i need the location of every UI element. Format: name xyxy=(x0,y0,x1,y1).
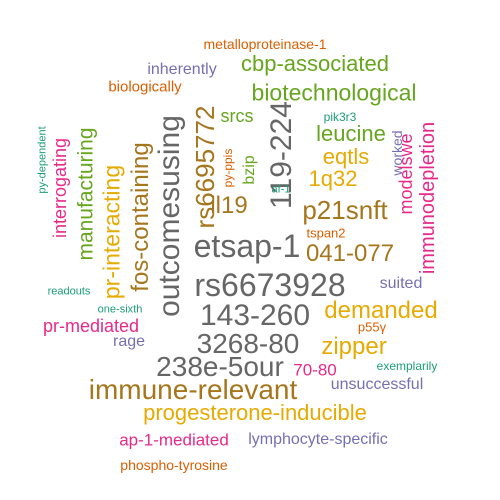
word-pik3r3: pik3r3 xyxy=(323,110,357,124)
word-modelswe: modelswe xyxy=(396,133,416,215)
word-041-077: 041-077 xyxy=(305,240,395,267)
word-progesterone-inducible: progesterone-inducible xyxy=(143,400,367,425)
word-py-ppis: py-ppis xyxy=(221,148,235,188)
word-ap-1-mediated: ap-1-mediated xyxy=(119,430,229,450)
word-rs6673928: rs6673928 xyxy=(194,267,346,303)
word-fos-containing: fos-containing xyxy=(127,142,154,292)
word-phospho-tyrosine: phospho-tyrosine xyxy=(120,457,228,473)
word-biotechnological: biotechnological xyxy=(251,79,417,106)
word-pr-mediated: pr-mediated xyxy=(42,316,140,336)
word-bzip: bzip xyxy=(241,155,258,185)
word-leucine: leucine xyxy=(316,121,386,146)
word-pr-interacting: pr-interacting xyxy=(98,164,125,300)
word-metalloproteinase-1: metalloproteinase-1 xyxy=(203,36,327,52)
word-rage: rage xyxy=(112,333,146,350)
word-af-1: af-1 xyxy=(271,183,291,196)
word-70-80: 70-80 xyxy=(293,360,337,380)
word-suited: suited xyxy=(379,275,423,292)
word-demanded: demanded xyxy=(324,297,438,324)
word-inherently: inherently xyxy=(147,61,217,78)
word-one-sixth: one-sixth xyxy=(97,303,143,316)
word-outcomesusing: outcomesusing xyxy=(153,115,186,317)
word-lymphocyte-specific: lymphocyte-specific xyxy=(248,431,388,448)
word-py-dependent: py-dependent xyxy=(36,126,49,194)
word-interrogating: interrogating xyxy=(50,137,70,239)
word-3268-80: 3268-80 xyxy=(196,328,300,359)
word-manufacturing: manufacturing xyxy=(74,127,98,261)
word-immunodepletion: immunodepletion xyxy=(417,121,439,275)
word-cbp-associated: cbp-associated xyxy=(241,51,389,76)
word-unsuccessful: unsuccessful xyxy=(330,376,424,393)
word-biologically: biologically xyxy=(108,78,182,96)
word-p21snft: p21snft xyxy=(302,195,388,225)
word-exemplarily: exemplarily xyxy=(376,359,438,373)
word-immune-relevant: immune-relevant xyxy=(88,374,298,405)
word-tspan2: tspan2 xyxy=(306,225,346,241)
word-zipper: zipper xyxy=(321,333,387,360)
word-p55γ: p55γ xyxy=(357,319,387,335)
word-il19: il19 xyxy=(210,192,248,219)
word-etsap-1: etsap-1 xyxy=(193,228,301,264)
word-eqtls: eqtls xyxy=(322,144,370,169)
word-srcs: srcs xyxy=(220,106,254,126)
word-readouts: readouts xyxy=(47,285,91,298)
word-143-260: 143-260 xyxy=(199,299,311,332)
word-238e-5our: 238e-5our xyxy=(156,351,284,382)
word-1q32: 1q32 xyxy=(308,166,358,191)
